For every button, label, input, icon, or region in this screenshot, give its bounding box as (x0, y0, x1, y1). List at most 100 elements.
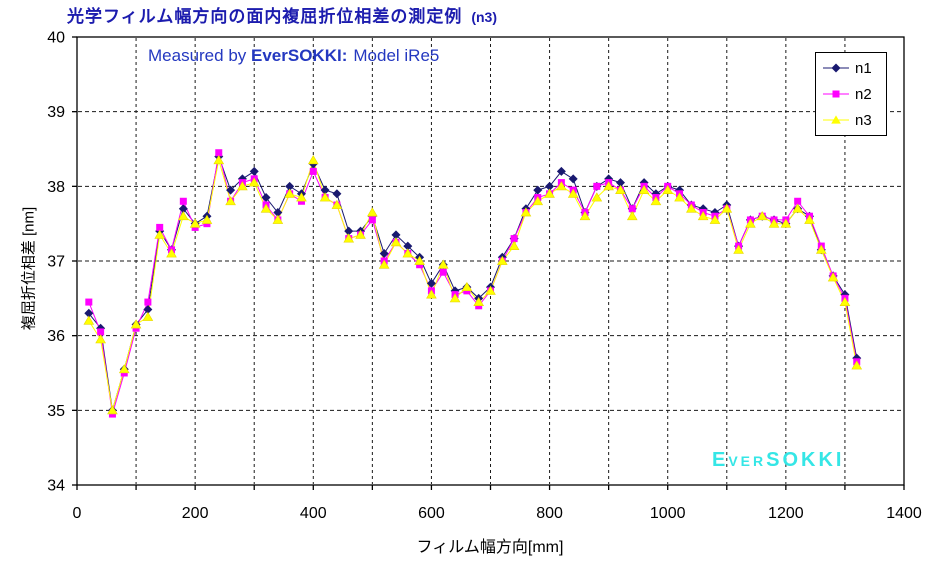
series-line-n2 (88, 152, 858, 415)
marker-n3 (213, 155, 225, 165)
legend-marker-n3 (823, 115, 849, 124)
x-tick-label: 200 (182, 505, 209, 522)
marker-n3 (118, 364, 130, 374)
marker-n1 (143, 305, 153, 315)
marker-n3 (95, 334, 106, 344)
marker-n2 (628, 205, 636, 213)
y-tick-label: 36 (47, 328, 65, 345)
marker-n3 (615, 184, 626, 194)
legend-label-n3: n3 (855, 111, 872, 129)
y-axis-label: 複屈折位相差 [nm] (20, 206, 38, 331)
marker-n2 (510, 235, 518, 243)
marker-n2 (156, 223, 164, 231)
marker-n1 (261, 193, 271, 203)
marker-n1 (226, 185, 236, 195)
marker-n2 (85, 298, 93, 306)
x-tick-label: 1400 (886, 505, 922, 522)
marker-n2 (179, 197, 187, 205)
legend-item-n2: n2 (822, 87, 886, 102)
marker-n3 (307, 155, 319, 165)
marker-n3 (331, 199, 343, 209)
marker-n1 (285, 181, 295, 191)
x-tick-label: 800 (536, 505, 563, 522)
marker-n2 (215, 149, 223, 157)
marker-n3 (130, 319, 142, 329)
marker-n3 (83, 315, 95, 325)
marker-n3 (756, 211, 768, 221)
marker-n1 (379, 249, 389, 259)
marker-n3 (638, 184, 650, 194)
marker-n3 (603, 181, 614, 191)
marker-n1 (344, 226, 354, 236)
marker-n3 (768, 218, 780, 228)
marker-n3 (378, 259, 390, 269)
marker-n3 (686, 203, 697, 213)
marker-n1 (533, 185, 543, 195)
marker-n3 (792, 203, 803, 213)
marker-n2 (593, 182, 601, 190)
marker-n1 (273, 207, 283, 217)
subtitle-brand: EverSOKKI: (251, 46, 348, 65)
chart-title-text: 光学フィルム幅方向の面内複屈折位相差の測定例 (67, 7, 463, 26)
legend-item-n3: n3 (822, 113, 886, 128)
y-tick-label: 40 (47, 30, 65, 47)
marker-n1 (568, 174, 578, 184)
marker-n1 (332, 189, 342, 199)
x-axis-label: フィルム幅方向[mm] (416, 539, 564, 556)
marker-n1 (249, 166, 259, 176)
marker-n3 (296, 192, 307, 202)
marker-n3 (107, 405, 118, 415)
marker-n3 (709, 214, 721, 224)
marker-n2 (368, 216, 376, 224)
marker-n1 (403, 241, 413, 251)
marker-n3 (248, 177, 260, 187)
x-tick-label: 400 (300, 505, 327, 522)
marker-n2 (309, 167, 317, 175)
marker-n3 (851, 360, 863, 370)
marker-n1 (320, 185, 330, 195)
marker-n3 (154, 229, 166, 239)
marker-n3 (804, 214, 815, 224)
marker-n3 (189, 218, 201, 228)
marker-n3 (260, 203, 272, 213)
series-line-n1 (88, 154, 858, 411)
marker-n3 (662, 184, 674, 194)
marker-n3 (166, 248, 177, 258)
marker-n3 (284, 188, 295, 198)
marker-n1 (556, 166, 566, 176)
marker-n1 (615, 178, 625, 188)
marker-n1 (545, 181, 555, 191)
marker-n3 (485, 285, 496, 295)
chart-subtitle: Measured by EverSOKKI: Model iRe5 (148, 46, 439, 66)
y-tick-label: 39 (47, 104, 65, 121)
marker-n3 (496, 255, 508, 265)
marker-n2 (144, 298, 152, 306)
x-tick-label: 0 (73, 505, 82, 522)
series-line-n3 (88, 158, 858, 411)
marker-n3 (414, 255, 425, 265)
marker-n3 (142, 311, 154, 321)
marker-n3 (449, 293, 461, 303)
legend-marker-n1 (823, 63, 849, 73)
marker-n3 (367, 207, 378, 217)
legend-label-n1: n1 (855, 59, 872, 77)
marker-n2 (439, 268, 447, 276)
marker-n3 (579, 211, 591, 221)
marker-n3 (815, 244, 827, 254)
marker-n3 (402, 248, 414, 258)
marker-n3 (343, 233, 355, 243)
legend-marker-n2 (823, 90, 849, 98)
marker-n3 (355, 229, 366, 239)
marker-n3 (426, 289, 437, 299)
marker-n3 (225, 196, 236, 206)
marker-n3 (272, 214, 284, 224)
marker-n1 (84, 308, 94, 318)
subtitle-prefix: Measured by (148, 46, 251, 65)
legend-label-n2: n2 (855, 85, 872, 103)
marker-n3 (520, 207, 532, 217)
legend-box: n1 n2 n3 (815, 52, 887, 136)
marker-n3 (319, 192, 331, 202)
marker-n1 (178, 204, 188, 214)
